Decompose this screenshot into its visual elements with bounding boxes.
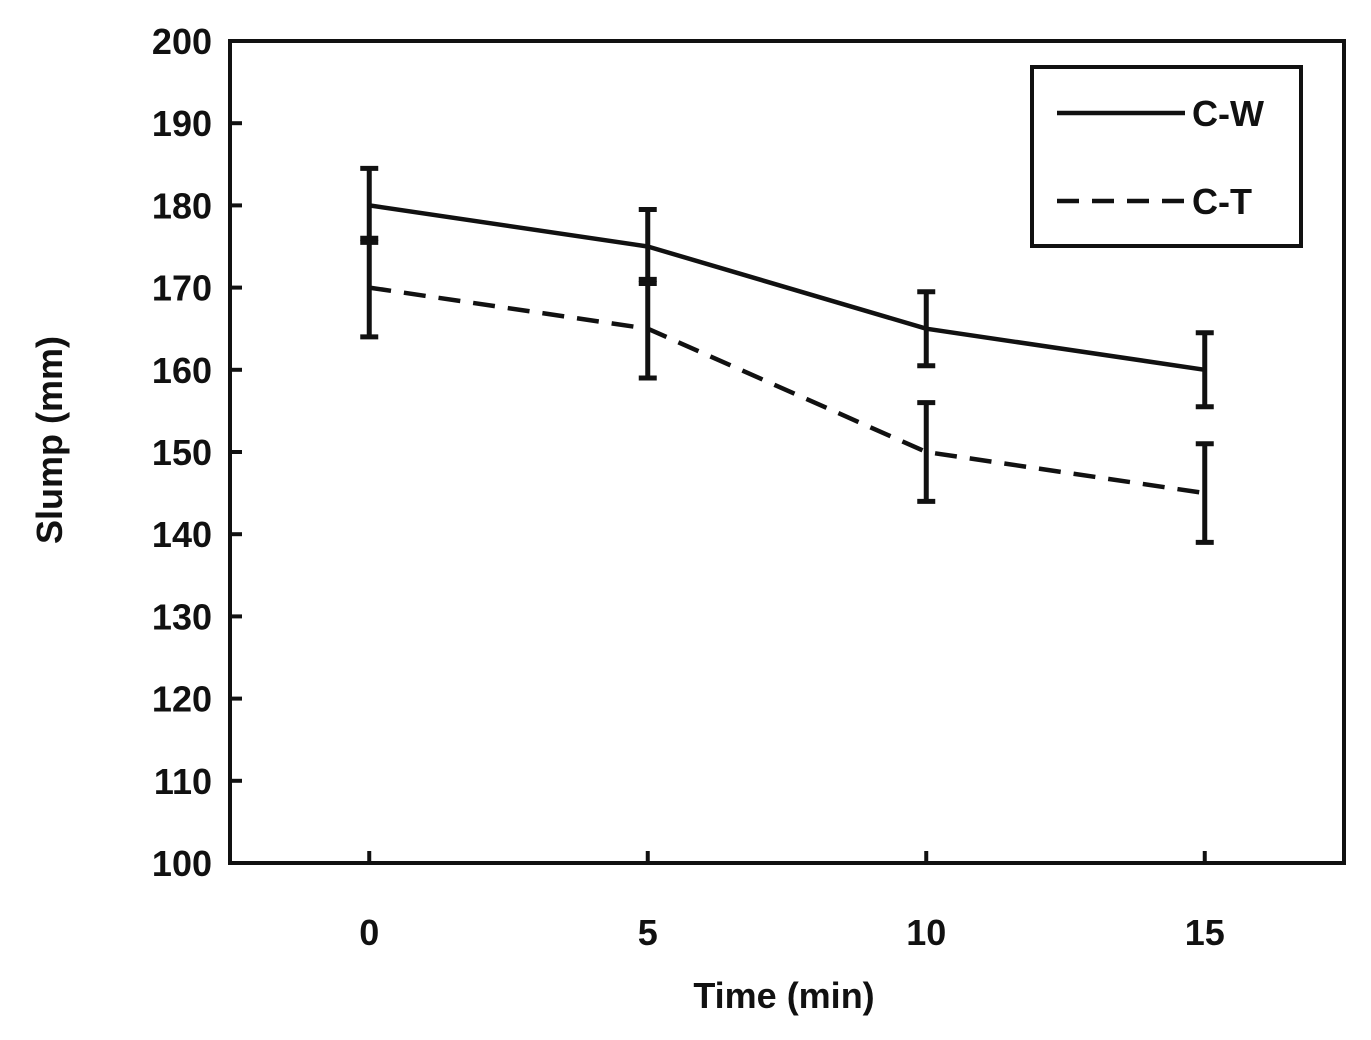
y-tick-label: 180 bbox=[152, 185, 212, 226]
y-tick-label: 150 bbox=[152, 432, 212, 473]
y-axis-label: Slump (mm) bbox=[29, 336, 70, 544]
series-line-c-t bbox=[368, 285, 1206, 496]
legend: C-W C-T bbox=[1030, 65, 1303, 248]
y-tick-label: 120 bbox=[152, 679, 212, 720]
legend-label-c-w: C-W bbox=[1192, 93, 1264, 134]
y-tick-label: 170 bbox=[152, 268, 212, 309]
ticks-layer: 100 110 120 130 140 150 160 170 180 190 200 0 5 10 15 bbox=[152, 21, 1225, 953]
x-tick-label: 15 bbox=[1185, 912, 1225, 953]
x-tick-label: 10 bbox=[906, 912, 946, 953]
x-tick-label: 0 bbox=[359, 912, 379, 953]
x-axis-label: Time (min) bbox=[693, 975, 874, 1016]
y-tick-label: 130 bbox=[152, 596, 212, 637]
y-tick-label: 100 bbox=[152, 843, 212, 884]
y-tick-label: 160 bbox=[152, 350, 212, 391]
legend-label-c-t: C-T bbox=[1192, 181, 1252, 222]
y-tick-label: 140 bbox=[152, 514, 212, 555]
series-line-c-w bbox=[368, 203, 1206, 373]
y-tick-label: 110 bbox=[154, 761, 212, 802]
y-tick-label: 190 bbox=[152, 103, 212, 144]
x-tick-label: 5 bbox=[638, 912, 658, 953]
series-layer bbox=[360, 165, 1214, 545]
legend-box bbox=[1030, 65, 1303, 248]
y-tick-label: 200 bbox=[152, 21, 212, 62]
